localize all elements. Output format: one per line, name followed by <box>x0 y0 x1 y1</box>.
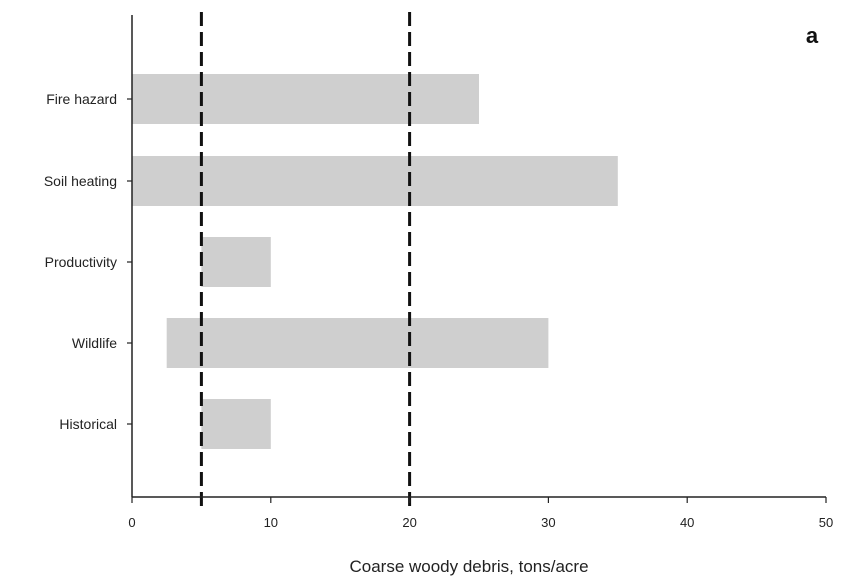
y-category-label: Fire hazard <box>46 91 117 107</box>
y-category-label: Wildlife <box>72 335 117 351</box>
bars-group <box>132 74 618 449</box>
x-tick-label: 30 <box>541 515 555 530</box>
reference-lines-group <box>199 12 412 507</box>
y-labels-group: Fire hazard Soil heating Productivity Wildl… <box>44 91 132 432</box>
bar-wildlife <box>166 318 549 368</box>
bar-soil-heating <box>132 156 618 206</box>
x-ticks-group: 0 10 20 30 40 50 <box>128 497 833 530</box>
x-axis-title: Coarse woody debris, tons/acre <box>349 557 588 576</box>
bar-fire-hazard <box>132 74 479 124</box>
x-tick-label: 20 <box>402 515 416 530</box>
x-tick-label: 0 <box>128 515 135 530</box>
y-category-label: Historical <box>59 416 117 432</box>
axes-group <box>131 15 826 498</box>
panel-label: a <box>806 23 819 48</box>
x-tick-label: 50 <box>819 515 833 530</box>
bar-productivity <box>201 237 271 287</box>
x-tick-label: 40 <box>680 515 694 530</box>
bar-historical <box>201 399 271 449</box>
y-category-label: Productivity <box>45 254 117 270</box>
y-category-label: Soil heating <box>44 173 117 189</box>
x-tick-label: 10 <box>264 515 278 530</box>
